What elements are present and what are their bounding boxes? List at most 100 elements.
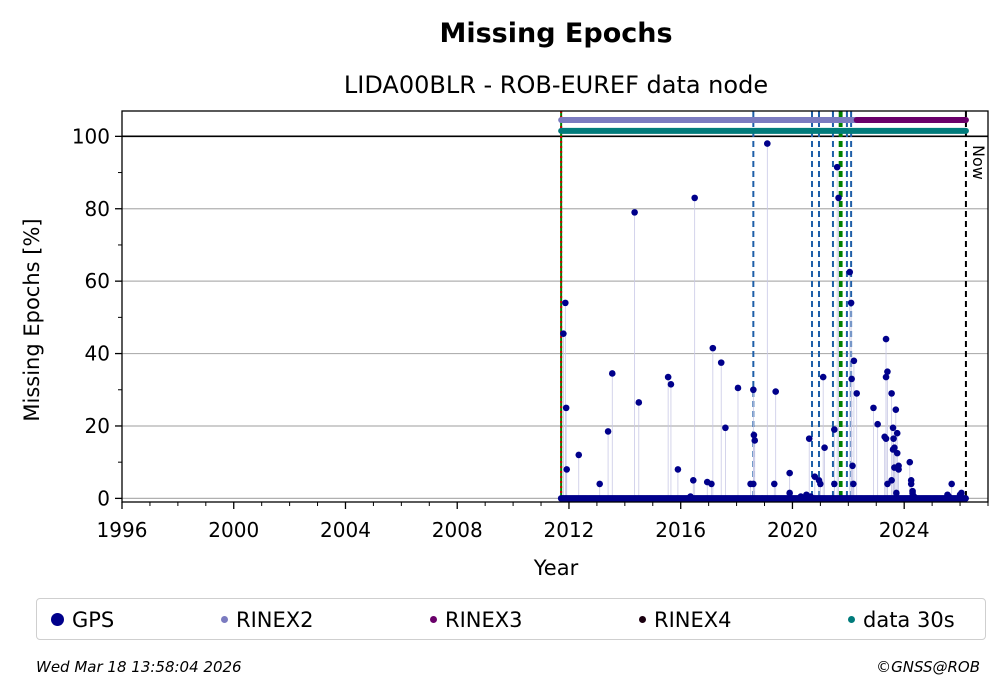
y-tick-label: 80 <box>85 197 110 221</box>
legend-item-gps: GPS <box>51 608 114 632</box>
gps-point <box>750 480 757 488</box>
gps-point <box>631 209 638 216</box>
x-tick-label: 2000 <box>208 518 259 542</box>
gps-point <box>708 480 715 488</box>
gps-points <box>557 140 969 502</box>
x-tick-label: 2016 <box>655 518 706 542</box>
gps-point <box>906 458 914 466</box>
y-tick-label: 100 <box>72 124 110 148</box>
x-tick-label: 2020 <box>767 518 818 542</box>
gps-point <box>890 435 897 442</box>
y-tick-label: 0 <box>97 486 110 510</box>
gps-point <box>893 489 900 497</box>
gps-point <box>770 480 778 488</box>
footer-timestamp: Wed Mar 18 13:58:04 2026 <box>36 658 242 676</box>
legend-marker-rinex3 <box>430 615 437 623</box>
gps-point <box>853 390 861 397</box>
now-label: Now <box>969 145 988 180</box>
gps-point <box>750 386 757 394</box>
plot-frame <box>121 110 989 503</box>
gps-point <box>562 299 569 307</box>
gps-point <box>910 493 918 500</box>
coverage-bars <box>558 117 969 134</box>
gps-point <box>819 373 827 381</box>
gps-point <box>786 489 793 497</box>
gps-point <box>807 493 814 500</box>
gps-point <box>889 424 897 432</box>
gps-point <box>635 399 643 406</box>
gps-point <box>709 344 717 352</box>
gps-point <box>895 466 902 473</box>
gps-point <box>575 451 583 459</box>
chart-title: Missing Epochs <box>439 18 672 49</box>
gps-point <box>797 493 805 500</box>
gps-point <box>596 480 603 488</box>
legend-label-rinex3: RINEX3 <box>445 608 523 632</box>
gps-point <box>884 368 891 375</box>
gps-point <box>722 424 729 432</box>
x-tick-label: 2008 <box>432 518 483 542</box>
gps-point <box>835 194 842 202</box>
gps-point-zero <box>962 495 969 502</box>
gps-point <box>821 444 828 451</box>
legend-label-rinex2: RINEX2 <box>236 608 314 632</box>
gps-point <box>608 370 616 377</box>
legend-label-data-30s: data 30s <box>863 608 955 632</box>
gps-point <box>849 462 856 470</box>
legend-label-gps: GPS <box>72 608 115 632</box>
footer-copyright: ©GNSS@ROB <box>876 658 980 676</box>
legend-item-rinex3: RINEX3 <box>430 608 523 632</box>
legend-marker-rinex4 <box>639 615 646 623</box>
x-tick-label: 2004 <box>320 518 371 542</box>
gps-point <box>882 373 890 381</box>
legend-marker-data-30s <box>848 615 855 623</box>
gps-point <box>687 493 694 500</box>
legend-label-rinex4: RINEX4 <box>654 608 732 632</box>
gps-point <box>850 357 858 365</box>
axes: 0 20 40 60 80 100 1996 2000 2004 2008 2012 2016 2020… <box>72 110 989 542</box>
gps-point <box>764 140 771 147</box>
gps-point <box>717 359 725 366</box>
legend-item-rinex4: RINEX4 <box>639 608 732 632</box>
gps-point <box>893 449 901 457</box>
data-stems <box>562 143 962 499</box>
gps-point <box>850 480 857 488</box>
gps-point <box>691 194 698 202</box>
gps-point <box>831 426 838 433</box>
chart-subtitle: LIDA00BLR - ROB-EUREF data node <box>344 71 768 99</box>
gps-point <box>604 428 612 435</box>
gps-point <box>751 437 759 444</box>
gps-point <box>945 493 953 500</box>
gps-point <box>562 404 570 412</box>
grid <box>122 135 988 499</box>
gps-point <box>848 375 855 383</box>
gps-point <box>750 431 758 439</box>
legend-item-rinex2: RINEX2 <box>221 608 314 632</box>
gps-point <box>874 420 881 428</box>
x-tick-label: 2012 <box>544 518 595 542</box>
x-axis-label: Year <box>533 556 579 580</box>
legend-item-data-30s: data 30s <box>848 608 955 632</box>
gps-point <box>888 390 895 397</box>
x-tick-label: 2024 <box>879 518 930 542</box>
gps-point <box>831 480 838 488</box>
y-tick-label: 40 <box>85 342 110 366</box>
legend: GPS RINEX2 RINEX3 RINEX4 data 30s <box>36 598 986 640</box>
gps-point <box>772 388 779 395</box>
gps-point <box>833 163 841 171</box>
gps-point <box>909 487 916 495</box>
gps-point <box>817 480 824 488</box>
gps-point <box>674 466 682 473</box>
gps-point <box>560 330 567 337</box>
event-lines: Now <box>560 111 988 502</box>
gps-point <box>882 335 890 343</box>
gps-point <box>870 404 877 412</box>
legend-marker-gps <box>51 612 64 626</box>
y-tick-label: 20 <box>85 414 110 438</box>
gps-point <box>734 384 742 392</box>
y-tick-label: 60 <box>85 269 110 293</box>
y-axis-label: Missing Epochs [%] <box>20 218 44 421</box>
gps-point <box>846 268 854 276</box>
gps-point <box>689 476 697 484</box>
